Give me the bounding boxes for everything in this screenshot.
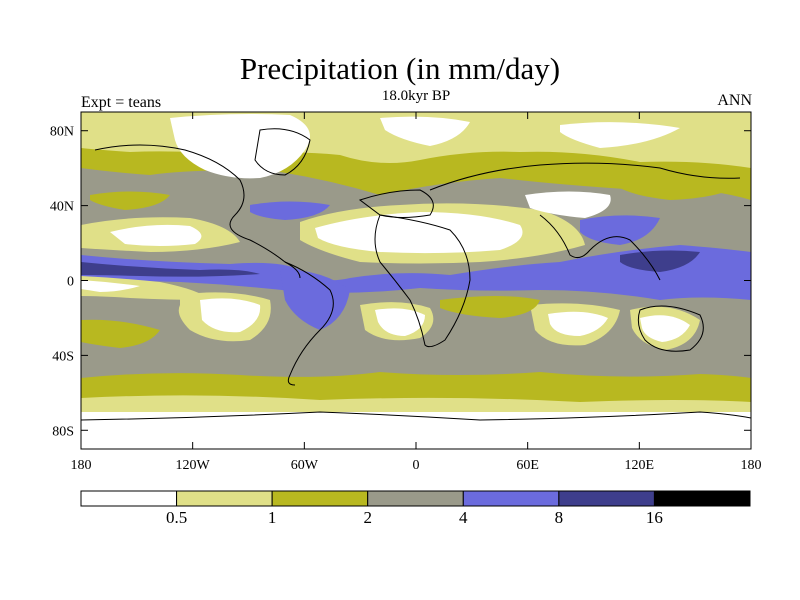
y-tick-label: 40N (50, 200, 74, 215)
y-tick-label: 80S (52, 424, 74, 439)
experiment-label: Expt = teans (81, 94, 162, 111)
x-tick-label: 180 (741, 458, 762, 473)
y-tick-label: 40S (52, 349, 74, 364)
colorbar: 0.5 1 2 4 8 16 (80, 490, 751, 527)
colorbar-swatch (271, 490, 369, 507)
colorbar-level-label: 1 (268, 508, 277, 527)
x-tick-label: 60W (291, 458, 319, 473)
colorbar-swatch (558, 490, 655, 507)
y-tick-label: 80N (50, 125, 74, 140)
x-tick-label: 60E (516, 458, 539, 473)
y-tick-label: 0 (67, 275, 74, 290)
x-tick-label: 0 (413, 458, 420, 473)
x-tick-label: 120W (176, 458, 211, 473)
colorbar-level-label: 16 (646, 508, 663, 527)
colorbar-level-label: 2 (363, 508, 372, 527)
colorbar-swatch (462, 490, 560, 507)
season-label: ANN (717, 92, 752, 109)
x-axis-ticks: 180 120W 60W 0 60E 120E 180 (71, 112, 762, 473)
colorbar-swatch (367, 490, 464, 507)
precipitation-field (81, 112, 751, 449)
map-title: Precipitation (in mm/day) (239, 51, 561, 86)
colorbar-swatch (80, 490, 178, 507)
x-tick-label: 120E (625, 458, 655, 473)
colorbar-level-label: 0.5 (166, 508, 187, 527)
colorbar-level-label: 4 (459, 508, 468, 527)
y-axis-ticks: 80N 40N 0 40S 80S (50, 125, 751, 439)
coastlines (81, 128, 751, 421)
map-subtitle: 18.0kyr BP (381, 88, 451, 104)
colorbar-swatch (653, 490, 751, 507)
colorbar-swatch (176, 490, 273, 507)
x-tick-label: 180 (71, 458, 92, 473)
colorbar-level-label: 8 (555, 508, 564, 527)
